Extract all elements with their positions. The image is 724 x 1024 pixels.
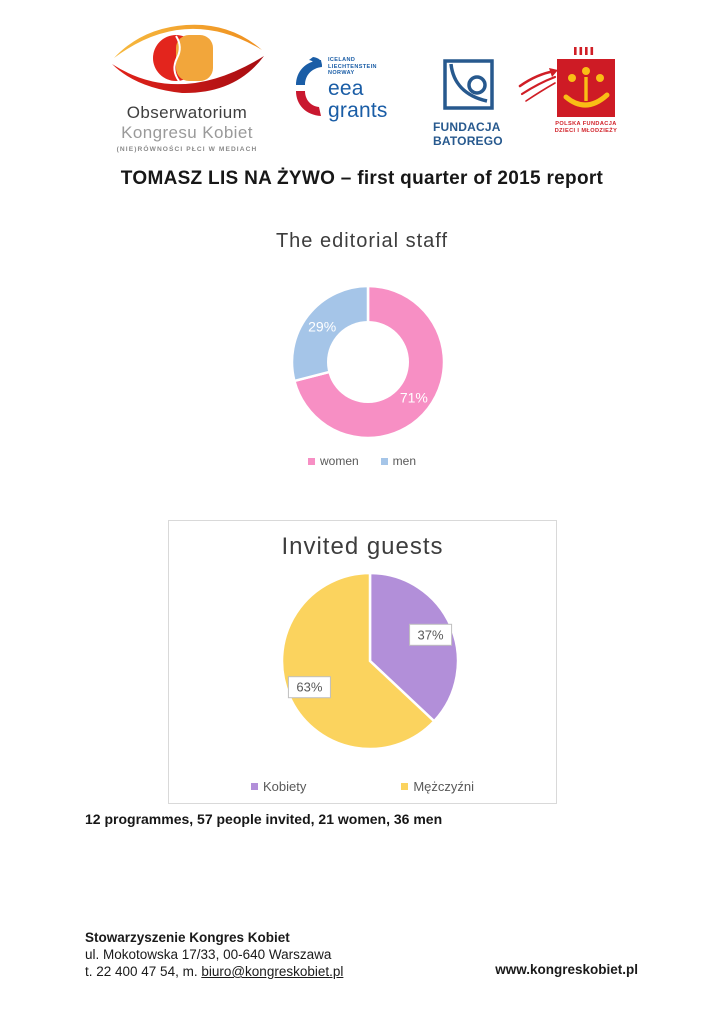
- footer-contact-line: t. 22 400 47 54, m. biuro@kongreskobiet.…: [85, 963, 343, 980]
- eea-glyph: [296, 57, 322, 116]
- data-label-box: [409, 623, 453, 646]
- footer-block: Stowarzyszenie Kongres Kobiet ul. Mokoto…: [85, 929, 343, 980]
- logo-obserwatorium-line3: (NIE)RÓWNOŚCI PŁCI W MEDIACH: [116, 146, 258, 153]
- chart2-legend: Kobiety Mężczyźni: [169, 779, 556, 794]
- upper-eyelid-swoosh: [114, 24, 262, 58]
- footer-phone: t. 22 400 47 54, m.: [85, 964, 202, 979]
- pfdim-smiley-face: [563, 67, 610, 108]
- iris-orange-blob: [176, 35, 213, 81]
- legend-swatch: [250, 783, 258, 790]
- eea-glyph-red-arc: [296, 91, 321, 116]
- eea-country-norway: NORWAY: [328, 70, 355, 76]
- invited-guests-chart-frame: Invited guests 37% 63% Kobiety Mężczyźni: [168, 520, 557, 804]
- legend-item-men: men: [380, 454, 417, 468]
- legend-label: men: [392, 454, 417, 468]
- eea-country-liechtenstein: LIECHTENSTEIN: [328, 63, 377, 70]
- logo-polska-fundacja: POLSKA FUNDACJA DZIECI I MŁODZIEŻY: [517, 46, 631, 139]
- legend-item-Kobiety: Kobiety: [250, 779, 307, 794]
- donut-hole: [327, 321, 409, 403]
- chart1-legend: women men: [0, 454, 724, 468]
- pfdim-line1: POLSKA FUNDACJA: [555, 121, 616, 127]
- data-label: 37%: [418, 627, 444, 642]
- pfdim-graphic: POLSKA FUNDACJA DZIECI I MŁODZIEŻY: [518, 47, 618, 134]
- lower-eyelid-swoosh: [112, 56, 264, 94]
- legend-label: women: [319, 454, 359, 468]
- invited-guests-pie-chart: 37% 63%: [280, 571, 460, 751]
- legend-swatch: [380, 457, 388, 465]
- data-label: 71%: [400, 390, 428, 406]
- eea-word-eea: eea: [328, 76, 364, 100]
- batory-circle: [467, 75, 487, 95]
- data-label-box: [287, 676, 331, 699]
- data-label: 63%: [296, 680, 322, 695]
- legend-swatch: [401, 783, 409, 790]
- logo-eea-grants: ICELAND LIECHTENSTEIN NORWAY eea grants: [293, 57, 401, 123]
- chart1-title: The editorial staff: [275, 230, 449, 252]
- pfdim-top-bars: [574, 47, 594, 55]
- logo-obserwatorium-line1: Obserwatorium: [126, 103, 248, 122]
- eye-logo-graphic: [112, 24, 264, 94]
- legend-item-Mężczyźni: Mężczyźni: [401, 779, 474, 794]
- batory-sail-curve: [449, 63, 488, 103]
- legend-label: Mężczyźni: [413, 779, 475, 794]
- logo-obserwatorium: Obserwatorium Kongresu Kobiet (NIE)RÓWNO…: [92, 14, 282, 153]
- pfdim-rays: [518, 68, 558, 102]
- footer-address: ul. Mokotowska 17/33, 00-640 Warszawa: [85, 947, 332, 962]
- legend-label: Kobiety: [262, 779, 307, 794]
- profile-line: [173, 35, 181, 82]
- legend-swatch: [307, 457, 315, 465]
- footer-organization: Stowarzyszenie Kongres Kobiet: [85, 930, 290, 945]
- legend-item-women: women: [307, 454, 359, 468]
- logo-obserwatorium-line2: Kongresu Kobiet: [121, 123, 253, 142]
- pfdim-line2: DZIECI I MŁODZIEŻY: [555, 127, 618, 134]
- batory-line1: FUNDACJA: [433, 120, 501, 134]
- chart2-title: Invited guests: [281, 533, 444, 560]
- batory-square-outline: [443, 59, 494, 110]
- page-title: TOMASZ LIS NA ŻYWO – first quarter of 20…: [120, 168, 604, 189]
- eea-glyph-blue-hook: [309, 57, 322, 67]
- footer-email-link[interactable]: biuro@kongreskobiet.pl: [201, 964, 344, 979]
- batory-line2: BATOREGO: [433, 134, 503, 148]
- editorial-staff-donut-chart: 71% 29%: [290, 284, 446, 440]
- eea-word-grants: grants: [328, 98, 388, 122]
- eea-country-iceland: ICELAND: [328, 57, 356, 63]
- summary-caption: 12 programmes, 57 people invited, 21 wom…: [85, 811, 443, 827]
- batory-emblem: [443, 59, 494, 110]
- footer-website: www.kongreskobiet.pl: [495, 962, 638, 977]
- logo-fundacja-batorego: FUNDACJA BATOREGO: [427, 58, 511, 148]
- data-label: 29%: [308, 318, 336, 334]
